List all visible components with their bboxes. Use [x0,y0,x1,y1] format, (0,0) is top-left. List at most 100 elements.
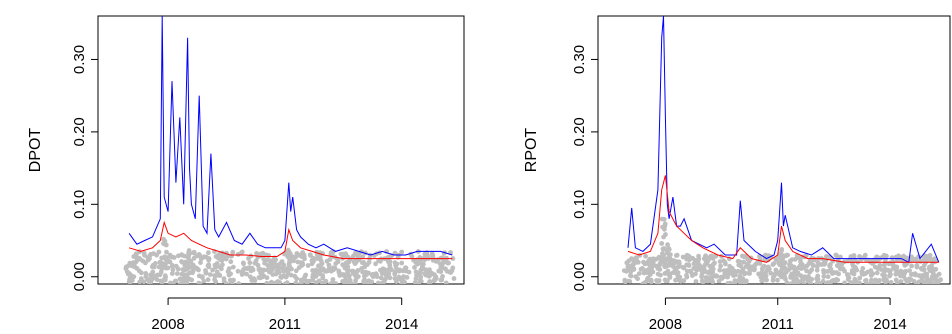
scatter-point [665,242,670,248]
scatter-point [378,275,384,281]
scatter-point [783,276,788,282]
scatter-point [859,271,865,277]
scatter-point [364,262,370,267]
scatter-point [141,250,147,256]
series-line-red [128,220,453,260]
scatter-point [320,275,326,281]
scatter-point [309,261,315,267]
scatter-point [402,280,408,284]
scatter-point [660,252,666,258]
scatter-point [443,257,449,263]
scatter-point [933,266,939,272]
scatter-point [196,267,201,273]
scatter-point [662,263,667,269]
scatter-point [197,281,203,284]
scatter-series-grey [123,236,457,284]
scatter-point [756,271,761,277]
scatter-point [171,255,177,260]
scatter-point [718,274,724,280]
scatter-point [399,260,405,266]
scatter-point [659,241,665,246]
scatter-point [279,274,285,280]
scatter-point [182,253,187,259]
scatter-point [143,260,148,266]
scatter-point [309,258,315,263]
scatter-point [713,273,719,279]
scatter-point [806,261,812,267]
scatter-point [228,259,234,265]
scatter-point [403,268,409,274]
scatter-point [921,262,927,268]
scatter-point [221,276,227,281]
scatter-point [226,266,232,271]
scatter-point [717,267,723,273]
scatter-point [798,259,803,265]
scatter-point [356,257,362,262]
scatter-point [929,274,935,279]
scatter-point [668,261,674,267]
y-tick-label: 0.30 [71,45,88,74]
scatter-point [854,281,859,284]
scatter-point [684,268,690,274]
scatter-point [640,266,645,271]
scatter-point [343,278,348,283]
scatter-point [836,271,841,277]
scatter-point [212,273,218,278]
scatter-point [684,272,689,278]
scatter-point [432,272,437,277]
scatter-point [282,281,288,284]
scatter-point [650,260,656,265]
scatter-point [273,280,278,284]
scatter-point [281,268,287,274]
scatter-point [850,263,856,269]
scatter-point [331,267,336,273]
scatter-point [328,250,334,256]
scatter-point [792,268,798,274]
scatter-point [779,273,785,279]
scatter-point [412,265,417,270]
scatter-point [771,261,777,266]
scatter-point [363,279,369,284]
scatter-point [845,272,850,277]
scatter-point [345,259,351,265]
scatter-point [737,259,742,265]
scatter-point [155,272,160,278]
scatter-point [668,252,673,257]
scatter-point [888,280,894,284]
scatter-point [830,271,835,276]
scatter-point [825,280,831,284]
scatter-point [230,249,236,255]
scatter-point [725,267,731,273]
scatter-point [229,280,234,284]
scatter-point [706,269,711,275]
scatter-point [838,266,843,272]
scatter-point [797,279,803,284]
scatter-point [162,273,168,279]
scatter-point [877,262,883,268]
scatter-point [347,278,353,283]
scatter-point [811,263,816,268]
scatter-point [710,266,716,272]
scatter-point [914,262,920,268]
scatter-point [848,280,854,284]
scatter-point [293,268,299,274]
scatter-point [643,253,648,259]
scatter-point [220,256,226,262]
scatter-point [659,216,665,222]
scatter-point [126,271,132,276]
scatter-point [274,265,279,270]
scatter-point [314,280,319,284]
scatter-point [887,273,892,279]
scatter-point [699,278,705,284]
x-tick-label: 2014 [385,316,418,333]
scatter-point [628,273,634,279]
scatter-point [433,259,439,264]
scatter-point [264,275,270,281]
scatter-point [789,274,795,280]
x-axis: 2008 2011 2014 [151,297,418,333]
y-axis-title: RPOT [523,128,540,173]
scatter-point [351,269,357,275]
scatter-point [436,268,442,274]
scatter-point [698,265,703,271]
scatter-point [170,263,175,268]
